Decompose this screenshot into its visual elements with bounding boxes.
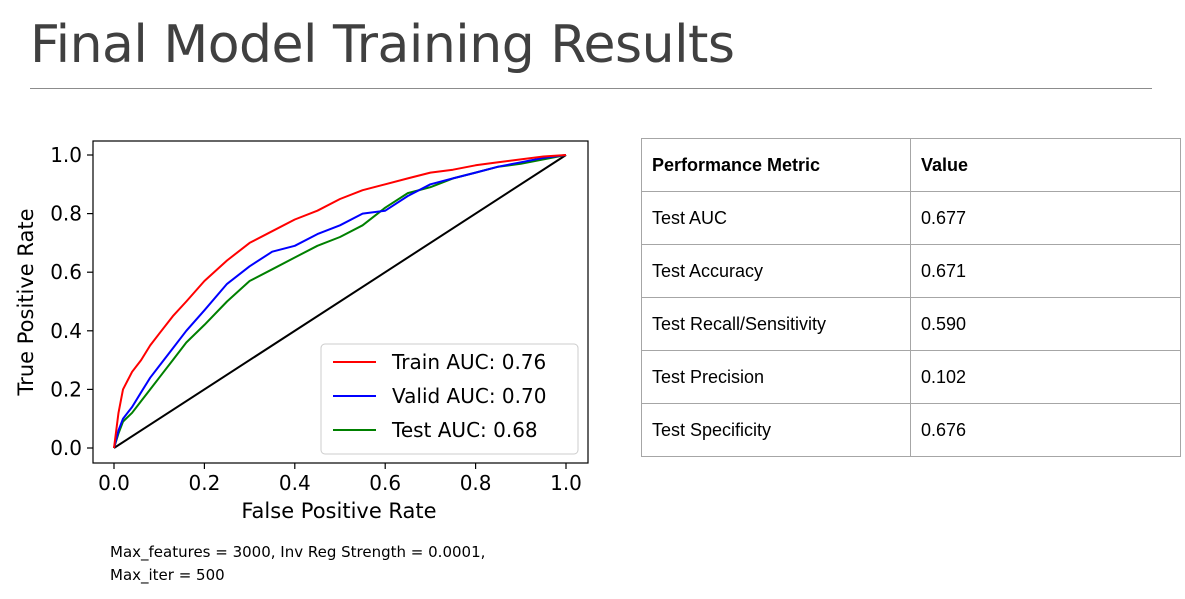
x-tick-label: 0.6 <box>369 471 401 495</box>
valid-roc-line <box>113 154 567 449</box>
metric-value-cell: 0.671 <box>910 244 1181 298</box>
legend: Train AUC: 0.76 Valid AUC: 0.70 Test AUC: … <box>320 343 579 455</box>
y-tick-label: 0.8 <box>50 202 82 226</box>
x-tick-label: 0.4 <box>279 471 311 495</box>
chance-diagonal-line <box>113 154 567 449</box>
table-row: Test Precision 0.102 <box>641 350 1181 404</box>
table-row: Test Accuracy 0.671 <box>641 244 1181 298</box>
title-divider <box>30 88 1152 89</box>
metric-name-cell: Test Precision <box>641 350 911 404</box>
table-row: Test Specificity 0.676 <box>641 403 1181 457</box>
x-tick-label: 1.0 <box>550 471 582 495</box>
train-roc-line <box>113 154 567 449</box>
legend-entries: Train AUC: 0.76 Valid AUC: 0.70 Test AUC: … <box>333 350 546 442</box>
column-header-value: Value <box>910 138 1181 192</box>
caption-line-1: Max_features = 3000, Inv Reg Strength = … <box>110 543 486 561</box>
table-row: Test AUC 0.677 <box>641 191 1181 245</box>
performance-metrics-table: Performance Metric Value Test AUC 0.677 … <box>641 138 1181 457</box>
y-axis-label: True Positive Rate <box>14 208 38 396</box>
y-tick-label: 0.6 <box>50 260 82 284</box>
metric-value-cell: 0.102 <box>910 350 1181 404</box>
tick-layer: 0.0 0.2 0.4 0.6 0.8 1.0 0.0 0.2 0.4 0.6 0.8 1.0 <box>50 143 582 495</box>
slide-title: Final Model Training Results <box>30 15 735 75</box>
x-tick-label: 0.0 <box>98 471 130 495</box>
metric-name-cell: Test Accuracy <box>641 244 911 298</box>
x-tick-label: 0.8 <box>460 471 492 495</box>
table-row: Test Recall/Sensitivity 0.590 <box>641 297 1181 351</box>
y-tick-label: 0.0 <box>50 436 82 460</box>
y-tick-label: 0.4 <box>50 319 82 343</box>
legend-label: Valid AUC: 0.70 <box>392 384 546 408</box>
roc-chart: 0.0 0.2 0.4 0.6 0.8 1.0 0.0 0.2 0.4 0.6 0.8 1.0 Fal… <box>0 128 600 528</box>
series-layer <box>113 154 567 449</box>
legend-box <box>320 343 579 455</box>
y-tick-label: 0.2 <box>50 377 82 401</box>
metric-name-cell: Test Recall/Sensitivity <box>641 297 911 351</box>
metric-value-cell: 0.677 <box>910 191 1181 245</box>
metric-value-cell: 0.590 <box>910 297 1181 351</box>
table-header-row: Performance Metric Value <box>641 138 1181 192</box>
metric-name-cell: Test AUC <box>641 191 911 245</box>
x-tick-label: 0.2 <box>188 471 220 495</box>
column-header-metric: Performance Metric <box>641 138 911 192</box>
x-axis-label: False Positive Rate <box>241 499 436 523</box>
hyperparameter-caption: Max_features = 3000, Inv Reg Strength = … <box>110 541 485 587</box>
legend-label: Train AUC: 0.76 <box>391 350 546 374</box>
caption-line-2: Max_iter = 500 <box>110 566 225 584</box>
metric-name-cell: Test Specificity <box>641 403 911 457</box>
metric-value-cell: 0.676 <box>910 403 1181 457</box>
y-tick-label: 1.0 <box>50 143 82 167</box>
legend-label: Test AUC: 0.68 <box>391 418 538 442</box>
